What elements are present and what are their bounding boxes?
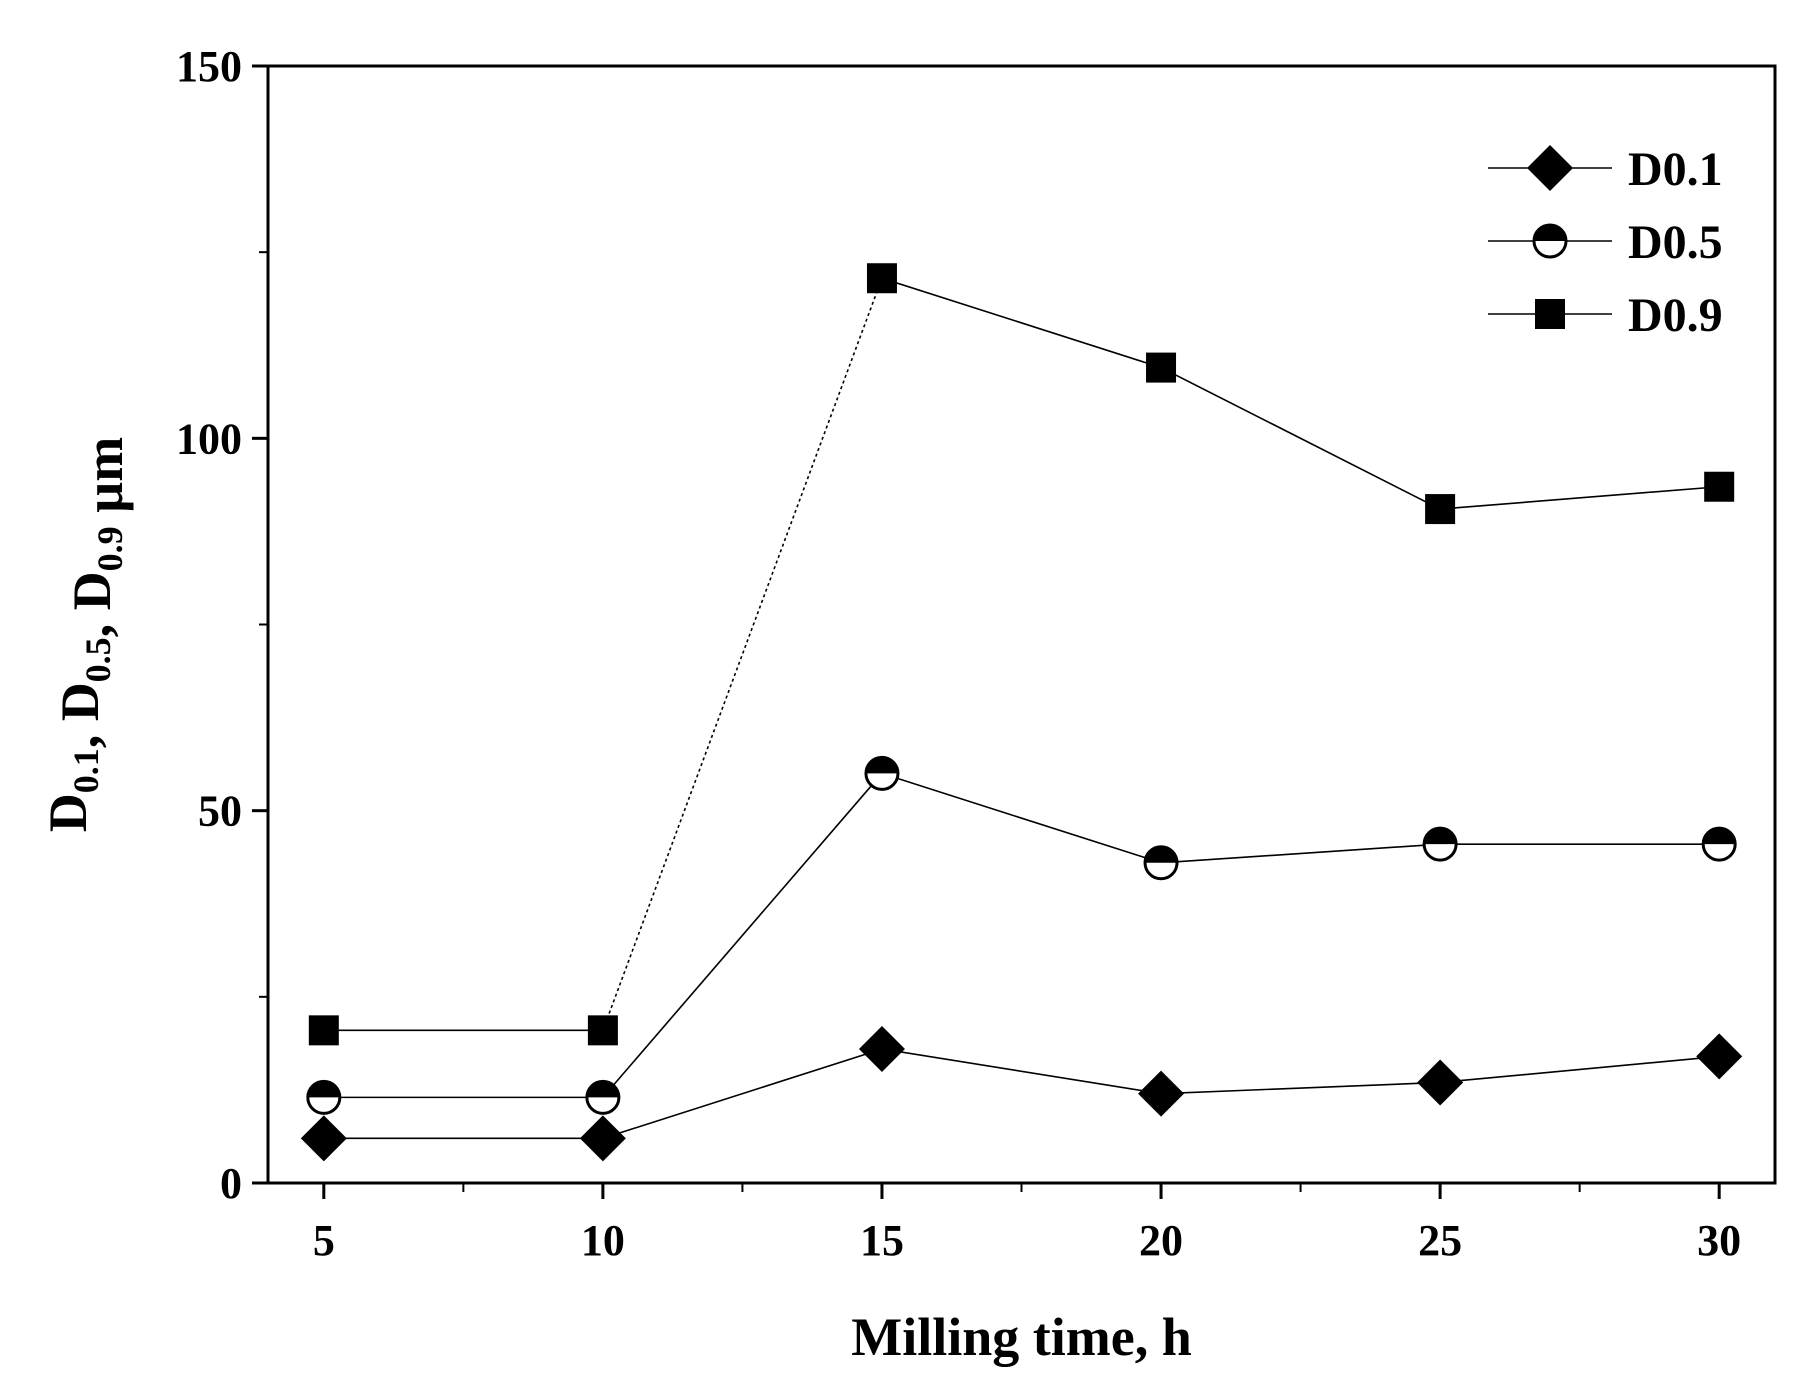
- data-point-square: [587, 1015, 618, 1046]
- series-D0.5: [306, 755, 1737, 1115]
- data-point-square: [308, 1015, 339, 1046]
- series-line-segment: [1160, 366, 1441, 510]
- legend-item: D0.1: [1488, 143, 1723, 196]
- x-axis-title: Milling time, h: [851, 1307, 1191, 1367]
- series-D0.1: [300, 1025, 1743, 1162]
- x-tick-label: 15: [860, 1216, 904, 1265]
- data-point-diamond: [1138, 1070, 1185, 1117]
- data-point-diamond: [858, 1025, 905, 1072]
- axis-ticks: 5 10 15 20 25 30 0 50 100 150: [176, 42, 1741, 1265]
- legend-marker-diamond: [1527, 145, 1573, 191]
- data-point-half-circle: [1143, 845, 1179, 881]
- data-point-square: [1425, 494, 1456, 525]
- legend-marker-square: [1535, 299, 1565, 329]
- series-line-segment: [602, 277, 883, 1031]
- series-line-segment: [1440, 1055, 1720, 1084]
- data-point-half-circle: [306, 1079, 342, 1115]
- series-layer: [300, 263, 1743, 1162]
- data-point-half-circle: [864, 755, 900, 791]
- series-line-segment: [602, 772, 883, 1098]
- series-line-segment: [1160, 843, 1441, 864]
- series-D0.9: [308, 263, 1735, 1046]
- series-line-segment: [881, 277, 1162, 369]
- data-point-diamond: [300, 1115, 347, 1162]
- legend-label: D0.5: [1628, 216, 1723, 269]
- x-tick-label: 25: [1418, 1216, 1462, 1265]
- y-tick-label: 0: [220, 1159, 242, 1208]
- series-line-segment: [881, 1048, 1162, 1095]
- y-tick-label: 100: [176, 414, 242, 463]
- series-line-segment: [602, 1048, 883, 1140]
- y-tick-label: 150: [176, 42, 242, 91]
- x-tick-label: 10: [581, 1216, 625, 1265]
- legend-marker-half-circle: [1532, 223, 1568, 259]
- legend-label: D0.1: [1628, 143, 1723, 196]
- data-point-square: [1704, 471, 1735, 502]
- x-tick-label: 5: [313, 1216, 335, 1265]
- y-tick-label: 50: [198, 787, 242, 836]
- legend-item: D0.5: [1488, 216, 1723, 269]
- x-tick-label: 30: [1697, 1216, 1741, 1265]
- data-point-diamond: [1417, 1059, 1464, 1106]
- data-point-square: [866, 263, 897, 294]
- series-line-segment: [1161, 1081, 1441, 1095]
- series-line-segment: [881, 772, 1162, 864]
- data-point-square: [1146, 352, 1177, 383]
- data-point-diamond: [579, 1115, 626, 1162]
- data-point-half-circle: [585, 1079, 621, 1115]
- legend-label: D0.9: [1628, 289, 1723, 342]
- data-point-half-circle: [1422, 826, 1458, 862]
- series-line-segment: [1440, 485, 1720, 510]
- legend: D0.1 D0.5 D0.9: [1488, 143, 1723, 342]
- data-point-half-circle: [1701, 826, 1737, 862]
- y-axis-title: D0.1, D0.5, D0.9 µm: [38, 437, 134, 833]
- legend-item: D0.9: [1488, 289, 1723, 342]
- x-tick-label: 20: [1139, 1216, 1183, 1265]
- data-point-diamond: [1696, 1033, 1743, 1080]
